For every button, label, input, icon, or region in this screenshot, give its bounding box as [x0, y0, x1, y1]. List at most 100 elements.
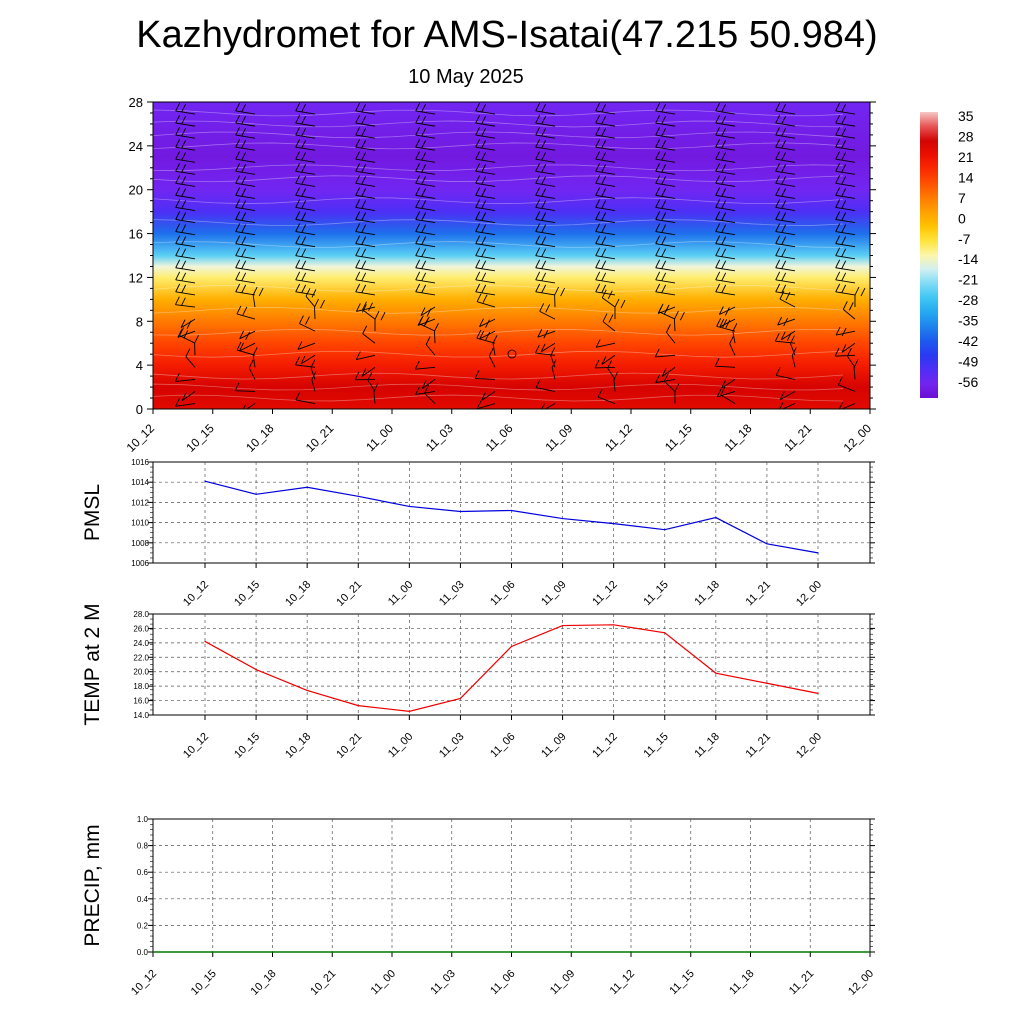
wind-barb-flag: [595, 138, 601, 148]
wind-barb: [715, 231, 736, 236]
wind-barb-flag: [915, 371, 919, 379]
wind-barb: [177, 330, 196, 338]
wind-barb-flag: [355, 187, 361, 196]
wind-barb: [835, 267, 856, 272]
wind-barb-flag: [295, 235, 301, 244]
wind-barb-flag: [841, 176, 847, 185]
wind-barb-flag: [361, 164, 367, 173]
wind-barb: [595, 243, 616, 248]
wind-barb-flag: [241, 212, 247, 221]
wind-barb-flag: [181, 284, 187, 294]
wind-barb-flag: [661, 115, 667, 125]
wind-barb-flag: [541, 212, 547, 221]
wind-barb: [601, 297, 616, 308]
wind-barb-flag: [481, 248, 487, 257]
wind-barb-flag: [239, 342, 244, 352]
wind-barb-flag: [595, 211, 601, 220]
wind-barb-flag: [355, 283, 361, 293]
wind-barb-flag: [175, 163, 181, 172]
wind-barb-flag: [781, 284, 787, 294]
wind-barb-flag: [235, 114, 241, 124]
wind-barb-flag: [601, 127, 607, 137]
wind-barb: [776, 374, 796, 380]
wind-barb: [775, 110, 796, 115]
wind-barb-flag: [252, 286, 258, 296]
wind-barb: [180, 318, 196, 329]
wind-barb-flag: [781, 224, 787, 233]
wind-barb-flag: [841, 200, 847, 209]
wind-barb-flag: [661, 368, 667, 377]
wind-barb: [415, 255, 436, 260]
wind-barb: [535, 122, 556, 127]
wind-barb-flag: [901, 387, 905, 395]
wind-barb-flag: [715, 235, 721, 244]
data-point: [459, 510, 462, 513]
wind-barb-flag: [655, 259, 661, 268]
x-tick-label: 11_00: [386, 579, 416, 609]
wind-barb-flag: [355, 303, 361, 312]
wind-barb: [655, 194, 676, 199]
wind-barb-flag: [361, 115, 367, 125]
wind-barb: [715, 182, 736, 187]
wind-barb-flag: [785, 291, 791, 301]
wind-barb-flag: [361, 272, 367, 282]
wind-barb-flag: [434, 323, 439, 332]
wind-barb-flag: [601, 289, 607, 298]
wind-barb-flag: [177, 329, 183, 338]
wind-barb: [777, 318, 796, 326]
wind-barb: [475, 194, 496, 199]
x-tick-label: 11_06: [488, 731, 518, 761]
wind-barb: [181, 391, 196, 402]
colorbar-label: 35: [958, 108, 974, 124]
wind-barb-flag: [235, 187, 241, 196]
wind-barb-flag: [295, 138, 301, 148]
wind-barb-flag: [310, 359, 316, 368]
y-tick-label: 28.0: [133, 610, 149, 619]
y-tick-label: 16.0: [133, 697, 149, 706]
wind-barb: [781, 403, 796, 409]
wind-barb-flag: [415, 211, 421, 220]
wind-barb-flag: [902, 273, 906, 281]
wind-barb-flag: [902, 176, 906, 184]
x-tick-label: 10_21: [334, 731, 364, 761]
wind-barb-flag: [540, 343, 546, 353]
wind-barb-flag: [780, 331, 786, 341]
wind-barb-flag: [835, 326, 841, 336]
wind-barb: [535, 255, 556, 260]
wind-barb-flag: [595, 163, 601, 172]
wind-barb-flag: [777, 316, 783, 326]
wind-barb-flag: [241, 272, 247, 282]
y-tick-label: 24.0: [133, 639, 149, 648]
wind-barb: [595, 158, 616, 163]
wind-barb: [775, 146, 796, 151]
wind-barb-flag: [481, 151, 487, 161]
wind-barb-flag: [655, 283, 661, 293]
wind-barb: [613, 379, 616, 392]
wind-barb: [476, 403, 496, 409]
wind-barb: [719, 306, 736, 315]
wind-barb: [835, 146, 856, 151]
wind-barb: [775, 231, 796, 236]
wind-barb-flag: [715, 163, 721, 172]
wind-barb-flag: [781, 103, 787, 113]
wind-barb-flag: [361, 248, 367, 257]
wind-barb-flag: [355, 199, 361, 208]
wind-barb-flag: [421, 260, 427, 269]
wind-barb: [896, 292, 915, 295]
wind-barb-flag: [781, 176, 787, 185]
wind-barb-flag: [601, 176, 607, 185]
wind-barb-flag: [475, 114, 481, 124]
wind-barb-flag: [175, 211, 181, 220]
wind-barb-flag: [415, 283, 421, 293]
y-tick-label: 28: [129, 95, 143, 110]
wind-barb-flag: [896, 163, 900, 171]
wind-barb-flag: [175, 114, 181, 124]
wind-barb-flag: [301, 164, 307, 173]
wind-barb-flag: [423, 318, 429, 327]
wind-barb-flag: [535, 211, 541, 220]
wind-barb: [246, 403, 256, 409]
wind-barb-flag: [175, 235, 181, 244]
x-tick-label: 11_12: [590, 731, 620, 761]
wind-barb-flag: [415, 199, 421, 208]
wind-barb-flag: [655, 163, 661, 172]
